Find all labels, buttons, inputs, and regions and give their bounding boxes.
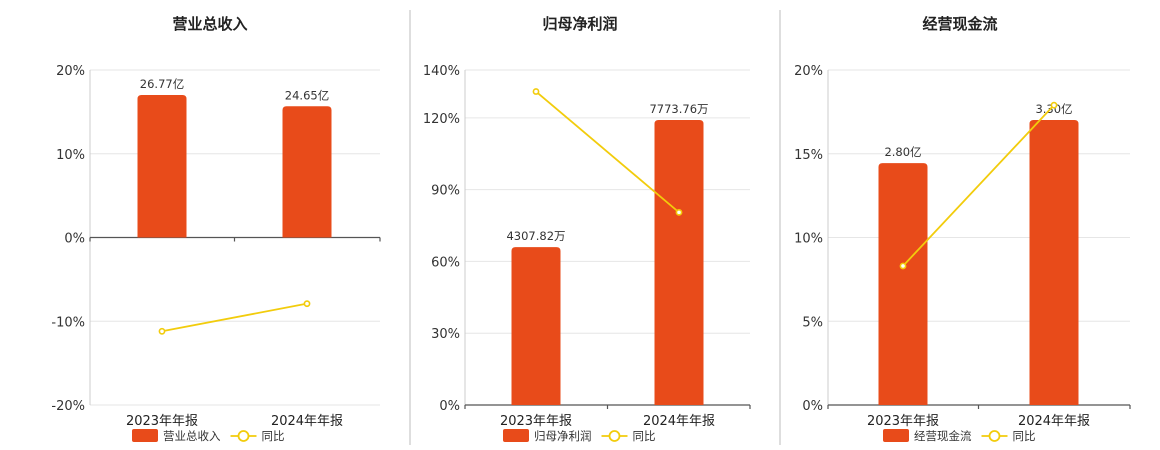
y-tick-label: 10% [794, 232, 823, 247]
y-tick-label: 60% [431, 255, 460, 270]
y-tick-label: 120% [423, 112, 460, 127]
legend-bar-label: 经营现金流 [914, 429, 972, 443]
legend-line-marker [608, 430, 621, 442]
y-tick-label: 10% [56, 148, 85, 163]
legend-bar-swatch [883, 429, 909, 442]
legend-line-label: 同比 [262, 429, 285, 443]
yoy-point [675, 208, 683, 216]
bar [1029, 120, 1079, 405]
x-tick-label: 2023年年报 [867, 414, 939, 429]
yoy-line [161, 302, 308, 333]
y-tick-label: 15% [794, 148, 823, 163]
y-tick-label: 90% [431, 184, 460, 199]
bar [137, 95, 187, 238]
legend-bar-label: 归母净利润 [534, 429, 592, 443]
y-tick-label: 0% [802, 399, 823, 414]
yoy-point [532, 88, 540, 95]
x-tick-label: 2023年年报 [500, 414, 572, 429]
bar-value-label: 26.77亿 [140, 77, 184, 91]
chart-title: 营业总收入 [172, 15, 247, 33]
x-tick-label: 2024年年报 [643, 414, 715, 429]
chart-panel-3: 经营现金流 20% 15% 10% 5% 0% 2.80亿 2023年年报 3.30亿 2024年… [794, 15, 1131, 443]
legend-line-marker [237, 430, 250, 442]
bar-value-label: 3.30亿 [1035, 102, 1072, 116]
legend-line-label: 同比 [1013, 429, 1036, 443]
bar [878, 163, 928, 405]
bar-value-label: 4307.82万 [506, 229, 565, 243]
chart-title: 归母净利润 [542, 15, 617, 33]
bar [282, 106, 332, 238]
bar-value-label: 24.65亿 [285, 88, 329, 102]
yoy-line [535, 90, 680, 214]
legend-line-marker [988, 430, 1001, 442]
yoy-point [1050, 101, 1058, 109]
y-tick-label: 20% [794, 64, 823, 79]
legend-bar-label: 营业总收入 [163, 429, 221, 443]
bar-value-label: 7773.76万 [649, 102, 708, 116]
yoy-point [303, 300, 311, 308]
legend-bar-swatch [503, 429, 529, 442]
y-tick-label: 5% [802, 315, 823, 330]
chart-panel-1: 营业总收入 20% 10% 0% -10% -20% 26.77亿 2023年年报 24.65亿… [51, 15, 381, 443]
yoy-point [158, 327, 166, 335]
x-tick-label: 2024年年报 [1018, 414, 1090, 429]
y-tick-label: -10% [51, 315, 85, 330]
y-tick-label: 0% [439, 399, 460, 414]
y-tick-label: 140% [423, 64, 460, 79]
legend-bar-swatch [132, 429, 158, 442]
legend-line-label: 同比 [633, 429, 656, 443]
bar-value-label: 2.80亿 [884, 145, 921, 159]
yoy-line [902, 104, 1055, 267]
chart-panel-2: 归母净利润 140% 120% 90% 60% 30% 0% 4307.82万 2023年年报 7… [423, 15, 751, 443]
y-tick-label: 0% [64, 232, 85, 247]
bar [654, 120, 704, 405]
x-tick-label: 2023年年报 [126, 414, 198, 429]
yoy-point [899, 262, 907, 270]
bar [511, 247, 561, 405]
x-tick-label: 2024年年报 [271, 414, 343, 429]
y-tick-label: 20% [56, 64, 85, 79]
chart-title: 经营现金流 [922, 15, 997, 33]
y-tick-label: -20% [51, 399, 85, 414]
y-tick-label: 30% [431, 327, 460, 342]
